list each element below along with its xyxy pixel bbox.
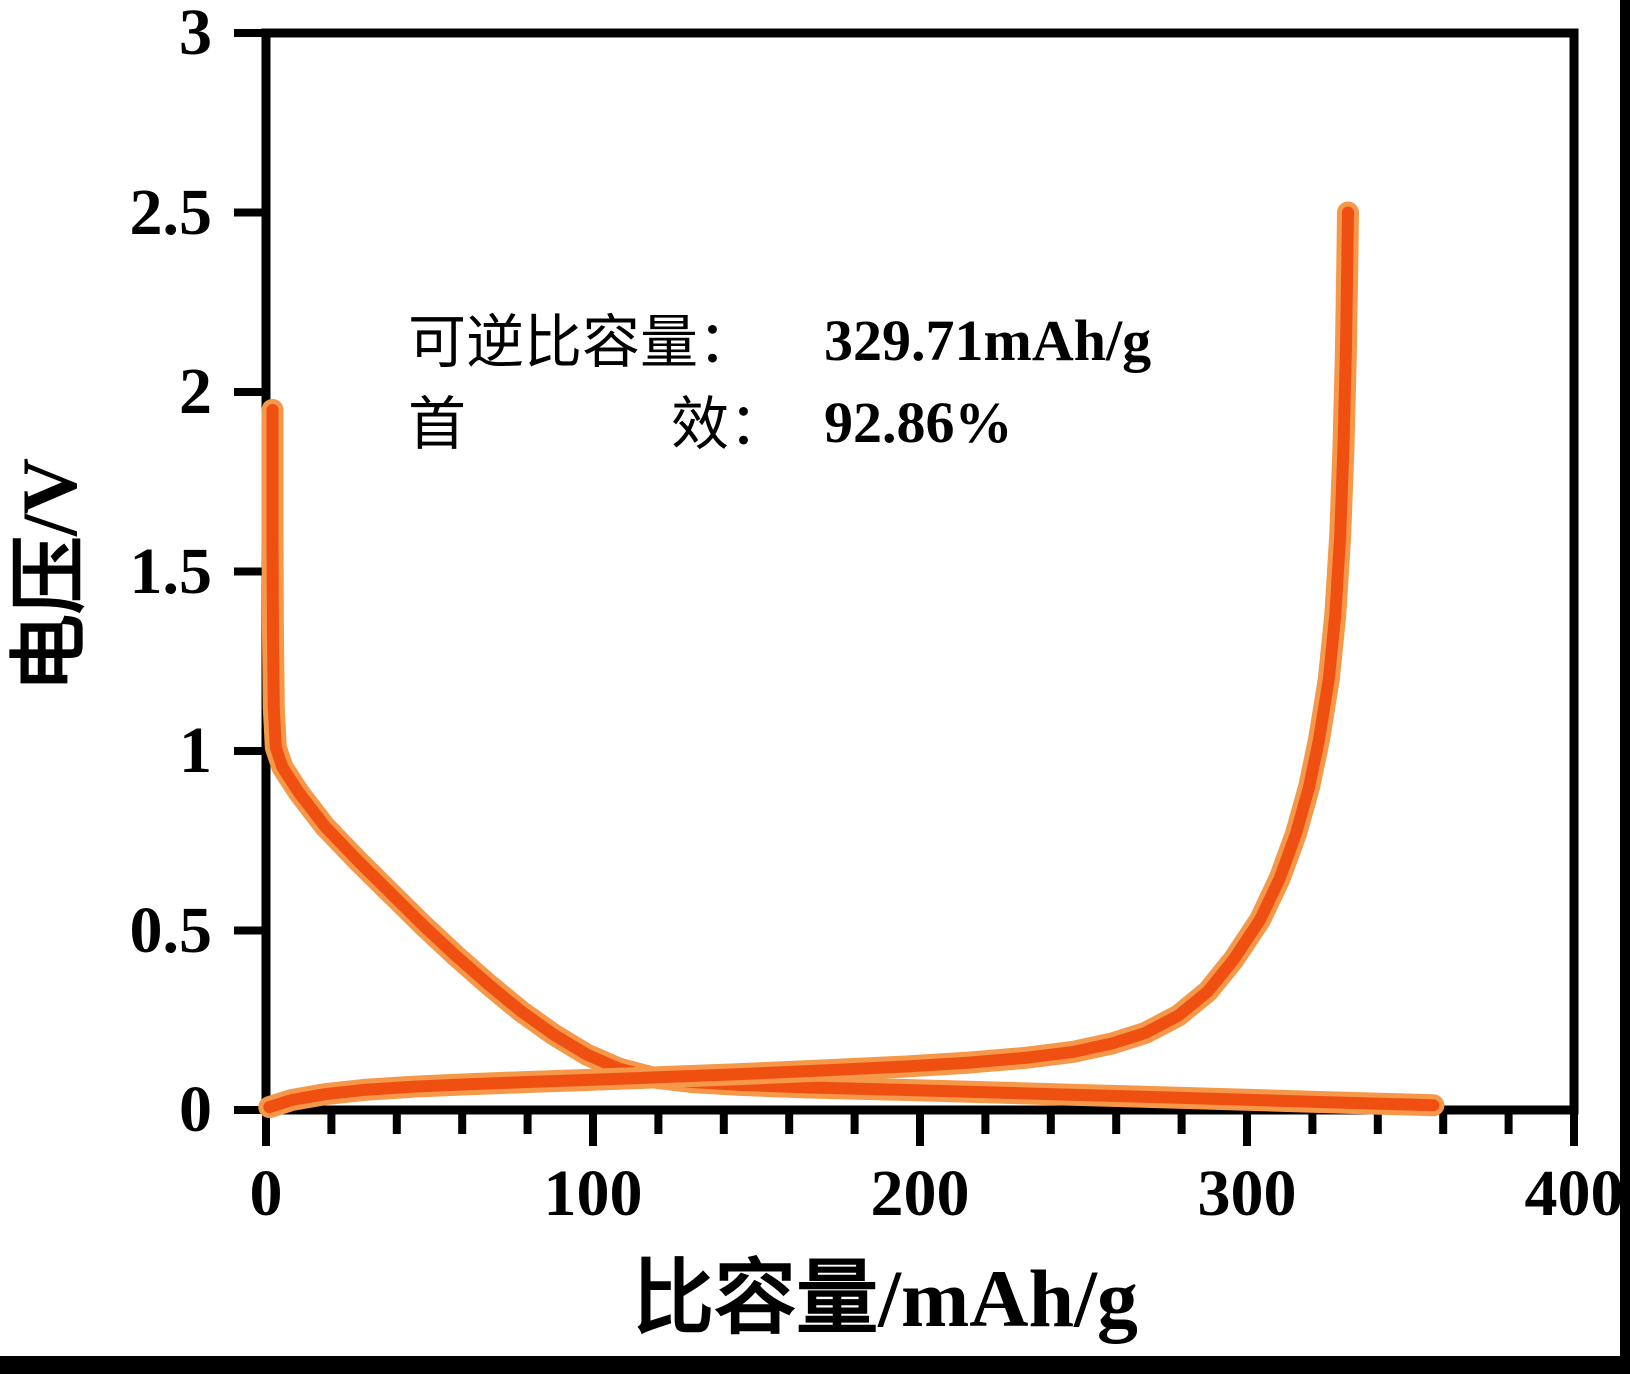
annotation-reversible-capacity-value: 329.71mAh/g	[824, 308, 1152, 373]
y-axis-title-cjk: 电压	[5, 536, 95, 693]
x-tick-label: 400	[1524, 1157, 1624, 1230]
annotation-first-efficiency-label-right: 效：	[671, 392, 788, 457]
y-axis-title-unit: /V	[6, 458, 93, 536]
x-tick-label: 100	[543, 1157, 643, 1230]
x-tick-label: 200	[870, 1157, 970, 1230]
first-discharge-curve	[261, 398, 1445, 1117]
y-tick-label: 3	[179, 0, 212, 69]
x-axis-title-unit: /mAh/g	[878, 1253, 1138, 1344]
y-tick-label: 2	[179, 355, 212, 428]
x-axis-title-cjk: 比容量	[632, 1251, 879, 1346]
annotation-first-efficiency-value: 92.86%	[824, 390, 1013, 455]
image-right-border	[1620, 0, 1630, 1374]
x-tick-label: 0	[249, 1157, 283, 1230]
y-tick-label: 1	[179, 714, 212, 787]
y-tick-label: 2.5	[129, 175, 213, 249]
x-axis-ticks	[262, 1114, 1578, 1146]
first-charge-curve	[263, 206, 1354, 1114]
image-bottom-border	[0, 1356, 1630, 1374]
charge-discharge-curves	[258, 201, 1445, 1119]
first-discharge-curve	[266, 403, 1440, 1112]
x-axis-title: 比容量/mAh/g	[535, 1244, 1235, 1354]
annotation-reversible-capacity-label: 可逆比容量：	[408, 310, 757, 375]
x-tick-label: 300	[1197, 1157, 1297, 1230]
y-axis-title: 电压/V	[0, 360, 102, 790]
y-axis-ticks	[234, 29, 262, 1114]
y-tick-label: 0.5	[129, 893, 213, 967]
y-tick-label: 1.5	[129, 534, 213, 608]
annotation-first-efficiency-label-left: 首	[408, 392, 467, 457]
y-tick-label: 0	[179, 1073, 212, 1146]
